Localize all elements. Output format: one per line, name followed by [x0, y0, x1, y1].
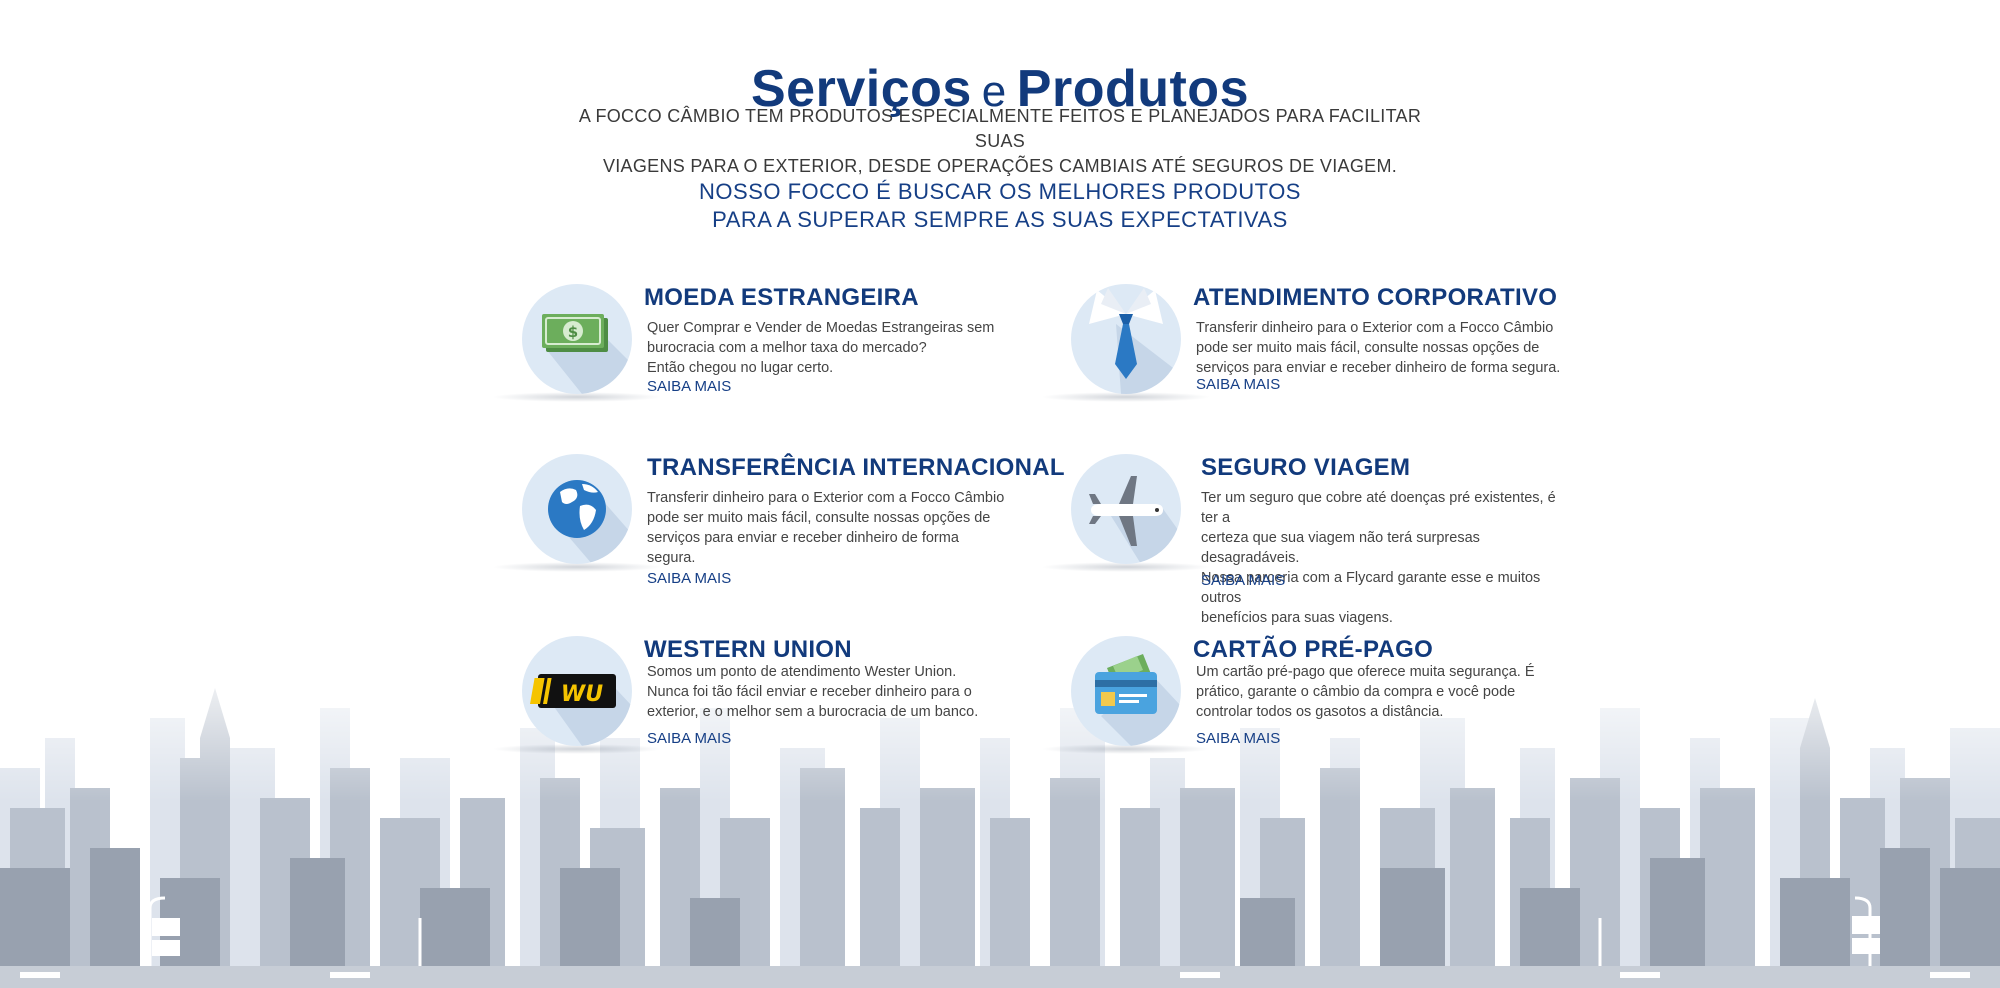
- intro-line: A FOCCO CÂMBIO TEM PRODUTOS ESPECIALMENT…: [578, 106, 1422, 151]
- airplane-icon: [1071, 454, 1181, 564]
- globe-icon: [522, 454, 632, 564]
- service-card-western-union: WU WESTERN UNION Somos um ponto de atend…: [492, 636, 1022, 786]
- service-description: Somos um ponto de atendimento Wester Uni…: [647, 664, 979, 720]
- tagline-line: PARA A SUPERAR SEMPRE AS SUAS EXPECTATIV…: [712, 207, 1288, 232]
- page-title: Serviços e Produtos: [0, 59, 2000, 119]
- service-description: Transferir dinheiro para o Exterior com …: [647, 490, 1005, 566]
- title-part-produtos: Produtos: [1016, 59, 1249, 118]
- saiba-mais-link[interactable]: SAIBA MAIS: [647, 570, 732, 587]
- tagline-line: NOSSO FOCCO É BUSCAR OS MELHORES PRODUTO…: [699, 179, 1301, 204]
- saiba-mais-link[interactable]: SAIBA MAIS: [1196, 730, 1281, 747]
- tie-icon: [1071, 284, 1181, 394]
- service-card-cartao-pre-pago: CARTÃO PRÉ-PAGO Um cartão pré-pago que o…: [1041, 636, 1571, 786]
- title-part-servicos: Serviços: [750, 59, 972, 118]
- saiba-mais-link[interactable]: SAIBA MAIS: [647, 378, 732, 395]
- saiba-mais-link[interactable]: SAIBA MAIS: [1201, 572, 1286, 589]
- service-description: Transferir dinheiro para o Exterior com …: [1196, 320, 1561, 376]
- title-conjunction: e: [981, 66, 1007, 116]
- svg-text:WU: WU: [561, 682, 603, 707]
- service-title: MOEDA ESTRANGEIRA: [644, 284, 919, 311]
- service-title: TRANSFERÊNCIA INTERNACIONAL: [647, 454, 1065, 481]
- service-description: Um cartão pré-pago que oferece muita seg…: [1196, 664, 1535, 720]
- service-description: Ter um seguro que cobre até doenças pré …: [1201, 490, 1556, 626]
- intro-text: A FOCCO CÂMBIO TEM PRODUTOS ESPECIALMENT…: [560, 104, 1440, 179]
- saiba-mais-link[interactable]: SAIBA MAIS: [1196, 376, 1281, 393]
- intro-line: VIAGENS PARA O EXTERIOR, DESDE OPERAÇÕES…: [602, 156, 1398, 176]
- service-card-moeda-estrangeira: $ MOEDA ESTRANGEIRA Quer Comprar e Vende…: [492, 284, 1022, 434]
- money-icon: $: [522, 284, 632, 394]
- service-title: ATENDIMENTO CORPORATIVO: [1193, 284, 1558, 311]
- service-title: WESTERN UNION: [644, 636, 852, 663]
- city-skyline-illustration: [0, 648, 2000, 988]
- service-card-atendimento-corporativo: ATENDIMENTO CORPORATIVO Transferir dinhe…: [1041, 284, 1571, 434]
- service-title: CARTÃO PRÉ-PAGO: [1193, 636, 1434, 663]
- service-description: Quer Comprar e Vender de Moedas Estrange…: [647, 320, 995, 376]
- tagline: NOSSO FOCCO É BUSCAR OS MELHORES PRODUTO…: [560, 178, 1440, 234]
- western-union-icon: WU: [522, 636, 632, 746]
- service-card-transferencia-internacional: TRANSFERÊNCIA INTERNACIONAL Transferir d…: [492, 454, 1065, 604]
- svg-text:$: $: [568, 323, 578, 341]
- saiba-mais-link[interactable]: SAIBA MAIS: [647, 730, 732, 747]
- service-title: SEGURO VIAGEM: [1201, 454, 1411, 481]
- service-card-seguro-viagem: SEGURO VIAGEM Ter um seguro que cobre at…: [1041, 454, 1571, 626]
- prepaid-card-icon: [1071, 636, 1181, 746]
